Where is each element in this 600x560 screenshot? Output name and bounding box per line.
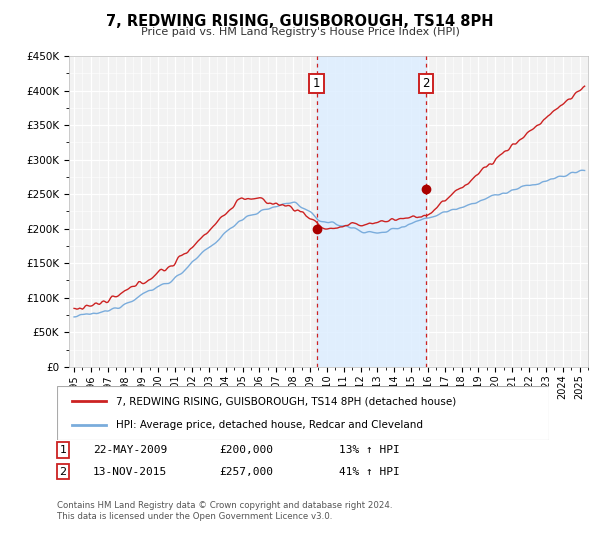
Text: 13-NOV-2015: 13-NOV-2015 (93, 466, 167, 477)
Text: 41% ↑ HPI: 41% ↑ HPI (339, 466, 400, 477)
Text: 7, REDWING RISING, GUISBOROUGH, TS14 8PH (detached house): 7, REDWING RISING, GUISBOROUGH, TS14 8PH… (116, 396, 456, 407)
Text: 7, REDWING RISING, GUISBOROUGH, TS14 8PH: 7, REDWING RISING, GUISBOROUGH, TS14 8PH (106, 14, 494, 29)
Text: 2: 2 (59, 466, 67, 477)
Text: 22-MAY-2009: 22-MAY-2009 (93, 445, 167, 455)
Text: 1: 1 (313, 77, 320, 90)
Text: Price paid vs. HM Land Registry's House Price Index (HPI): Price paid vs. HM Land Registry's House … (140, 27, 460, 37)
Text: 13% ↑ HPI: 13% ↑ HPI (339, 445, 400, 455)
Text: Contains HM Land Registry data © Crown copyright and database right 2024.
This d: Contains HM Land Registry data © Crown c… (57, 501, 392, 521)
Text: 1: 1 (59, 445, 67, 455)
Text: £257,000: £257,000 (219, 466, 273, 477)
Text: £200,000: £200,000 (219, 445, 273, 455)
Text: HPI: Average price, detached house, Redcar and Cleveland: HPI: Average price, detached house, Redc… (116, 419, 423, 430)
Text: 2: 2 (422, 77, 430, 90)
Bar (317, 56, 426, 367)
